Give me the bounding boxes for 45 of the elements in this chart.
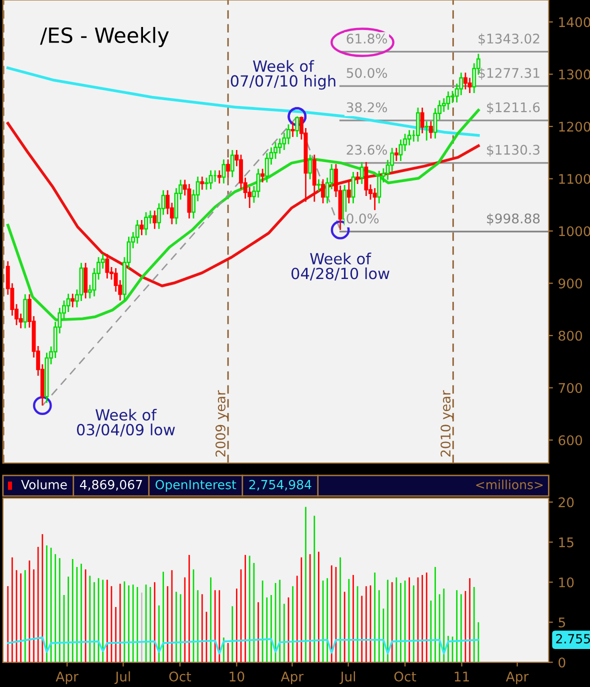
- ref-line-label: $1211.6: [487, 102, 540, 114]
- annotation: 23.6%: [346, 144, 388, 155]
- x-tick-label: Apr: [56, 672, 78, 684]
- y-tick-label: 800: [558, 330, 582, 341]
- x-tick-label: Oct: [169, 672, 192, 682]
- ref-line-label: $1343.02: [478, 33, 540, 46]
- y-tick-label: 5: [558, 618, 565, 628]
- y-tick-label: 900: [558, 278, 582, 288]
- y-tick-label: 700: [558, 383, 582, 393]
- y-tick-label: 15: [559, 538, 574, 548]
- y-tick-label: 10: [559, 577, 574, 588]
- x-tick-label: Jul: [114, 671, 130, 684]
- y-tick-label: 1300: [559, 69, 590, 80]
- y-axis-title: <millions>: [476, 480, 543, 490]
- annotation: 61.8%: [346, 34, 388, 44]
- annotation: Week of 07/07/10 high: [230, 60, 336, 90]
- y-tick-label: 1400: [559, 17, 590, 28]
- x-tick-label: 11: [454, 672, 469, 682]
- y-tick-label: 20: [558, 497, 574, 508]
- ref-line-label: $1130.3: [487, 144, 540, 157]
- text: 2.755: [556, 634, 590, 644]
- ref-line-label: $1277.31: [478, 68, 540, 80]
- ref-line-label: $998.88: [487, 213, 540, 226]
- annotation: Week of 04/28/10 low: [291, 252, 390, 280]
- ref-line-label: 2010 year: [440, 390, 454, 457]
- text: 2,754,984: [249, 480, 312, 491]
- text: OpenInterest: [156, 480, 236, 492]
- y-tick-label: 1200: [559, 122, 590, 132]
- text: /ES - Weekly: [40, 26, 169, 48]
- text: 4,869,067: [80, 480, 142, 491]
- x-tick-label: Apr: [506, 672, 529, 684]
- y-tick-label: 600: [558, 435, 582, 446]
- y-tick-label: 1100: [559, 174, 590, 184]
- x-tick-label: 10: [230, 672, 244, 682]
- legend-label: Volume: [21, 480, 67, 490]
- annotation: 50.0%: [346, 68, 388, 78]
- x-tick-label: Apr: [280, 672, 304, 684]
- annotation: 0.0%: [346, 213, 379, 224]
- y-tick-label: 1000: [559, 226, 590, 236]
- x-tick-label: Jul: [340, 671, 356, 684]
- annotation: Week of 03/04/09 low: [76, 408, 175, 437]
- ref-line-label: 2009 year: [215, 390, 228, 457]
- y-tick-label: 0: [558, 657, 566, 668]
- x-tick-label: Oct: [394, 672, 416, 682]
- annotation: 38.2%: [346, 102, 388, 112]
